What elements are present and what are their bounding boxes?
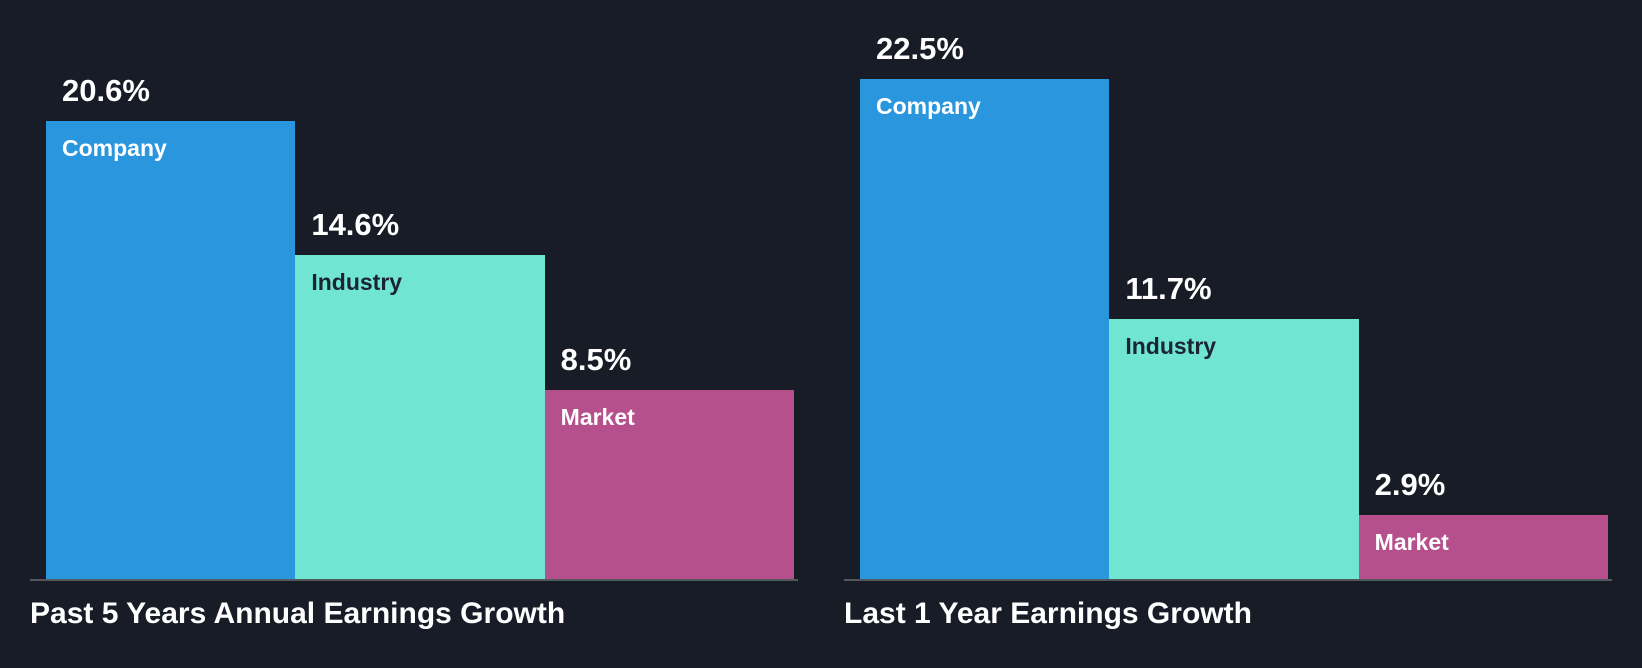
bar-category-label: Company	[876, 93, 981, 119]
bar-category-label: Industry	[1125, 333, 1217, 359]
bar-value-label: 22.5%	[876, 31, 964, 66]
bar-category-label: Market	[1374, 529, 1449, 555]
bar-category-label: Market	[560, 404, 635, 430]
bar-value-label: 14.6%	[311, 207, 400, 242]
bar-group-market: 2.9% Market	[1358, 467, 1608, 579]
chart-last-1-year-earnings-growth: 22.5% Company 11.7% Industry 2.9% Market…	[844, 0, 1612, 631]
bar-rect-market: Market	[544, 390, 794, 579]
bar-category-label: Company	[62, 135, 167, 161]
bar-rect-industry: Industry	[1109, 319, 1359, 579]
bar-value-label: 20.6%	[62, 73, 150, 108]
bar-rect-company: Company	[860, 79, 1110, 579]
bar-value-label: 8.5%	[560, 342, 632, 377]
bar-value-label: 11.7%	[1125, 271, 1212, 306]
bar-rect-market: Market	[1358, 515, 1608, 579]
bar-rect-industry: Industry	[295, 255, 545, 579]
charts-row: 20.6% Company 14.6% Industry 8.5% Market…	[30, 0, 1612, 631]
chart-title: Last 1 Year Earnings Growth	[844, 597, 1252, 630]
bar-group-industry: 14.6% Industry	[295, 207, 545, 579]
chart-past-5-years-earnings-growth: 20.6% Company 14.6% Industry 8.5% Market…	[30, 0, 798, 631]
plot-area: 20.6% Company 14.6% Industry 8.5% Market	[30, 0, 798, 581]
bar-group-market: 8.5% Market	[544, 342, 794, 579]
bar-group-industry: 11.7% Industry	[1109, 271, 1359, 579]
bar-group-company: 20.6% Company	[46, 73, 296, 579]
bar-rect-company: Company	[46, 121, 296, 579]
chart-title: Past 5 Years Annual Earnings Growth	[30, 597, 566, 630]
bar-value-label: 2.9%	[1374, 467, 1446, 502]
plot-area: 22.5% Company 11.7% Industry 2.9% Market	[844, 0, 1612, 581]
bar-group-company: 22.5% Company	[860, 31, 1110, 579]
bar-category-label: Industry	[311, 269, 403, 295]
